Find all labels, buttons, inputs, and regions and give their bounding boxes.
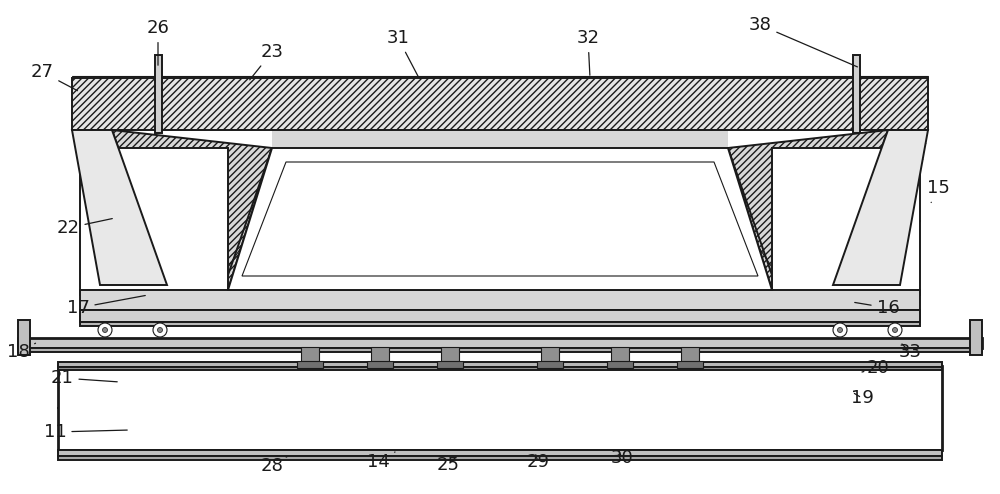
Polygon shape <box>112 130 272 290</box>
Polygon shape <box>681 347 699 365</box>
Polygon shape <box>441 347 459 365</box>
Text: 29: 29 <box>526 453 550 471</box>
Polygon shape <box>80 322 920 326</box>
Circle shape <box>103 328 108 332</box>
Circle shape <box>838 328 842 332</box>
Text: 33: 33 <box>898 343 922 361</box>
Polygon shape <box>297 361 323 368</box>
Polygon shape <box>58 450 942 456</box>
Polygon shape <box>80 310 920 322</box>
Polygon shape <box>58 362 942 367</box>
Polygon shape <box>18 348 982 352</box>
Text: 38: 38 <box>749 16 857 67</box>
Polygon shape <box>537 361 563 368</box>
Polygon shape <box>18 320 30 355</box>
Polygon shape <box>611 347 629 365</box>
Polygon shape <box>301 347 319 365</box>
Text: 21: 21 <box>51 369 117 387</box>
Text: 32: 32 <box>576 29 600 75</box>
Circle shape <box>153 323 167 337</box>
Polygon shape <box>58 456 942 460</box>
Polygon shape <box>367 361 393 368</box>
Text: 15: 15 <box>927 179 949 203</box>
Polygon shape <box>833 130 928 285</box>
Polygon shape <box>72 78 928 130</box>
Text: 30: 30 <box>611 449 633 467</box>
Polygon shape <box>80 148 228 295</box>
Circle shape <box>893 328 898 332</box>
Polygon shape <box>607 361 633 368</box>
Text: 31: 31 <box>387 29 419 78</box>
Polygon shape <box>18 338 982 348</box>
Polygon shape <box>242 162 758 276</box>
Text: 26: 26 <box>147 19 169 65</box>
Polygon shape <box>72 130 167 285</box>
Polygon shape <box>272 130 728 148</box>
Text: 27: 27 <box>30 63 78 91</box>
Text: 22: 22 <box>56 218 112 237</box>
Text: 18: 18 <box>7 343 36 361</box>
Polygon shape <box>371 347 389 365</box>
Polygon shape <box>80 310 920 316</box>
Circle shape <box>98 323 112 337</box>
Circle shape <box>833 323 847 337</box>
Circle shape <box>888 323 902 337</box>
Polygon shape <box>80 316 920 321</box>
Polygon shape <box>541 347 559 365</box>
Polygon shape <box>155 55 162 133</box>
Text: 28: 28 <box>261 456 288 475</box>
Polygon shape <box>728 130 888 290</box>
Text: 17: 17 <box>67 295 145 317</box>
Polygon shape <box>80 290 920 310</box>
Text: 16: 16 <box>855 299 899 317</box>
Polygon shape <box>853 55 860 133</box>
Text: 19: 19 <box>851 389 873 407</box>
Text: 25: 25 <box>436 456 460 474</box>
Text: 11: 11 <box>44 423 127 441</box>
Polygon shape <box>58 367 942 370</box>
Text: 20: 20 <box>862 359 889 377</box>
Polygon shape <box>772 148 920 295</box>
Polygon shape <box>228 148 772 290</box>
Polygon shape <box>970 320 982 355</box>
Circle shape <box>158 328 162 332</box>
Text: 14: 14 <box>367 452 395 471</box>
Polygon shape <box>677 361 703 368</box>
Polygon shape <box>437 361 463 368</box>
Text: 23: 23 <box>250 43 284 80</box>
Polygon shape <box>218 285 782 290</box>
Polygon shape <box>58 366 942 450</box>
